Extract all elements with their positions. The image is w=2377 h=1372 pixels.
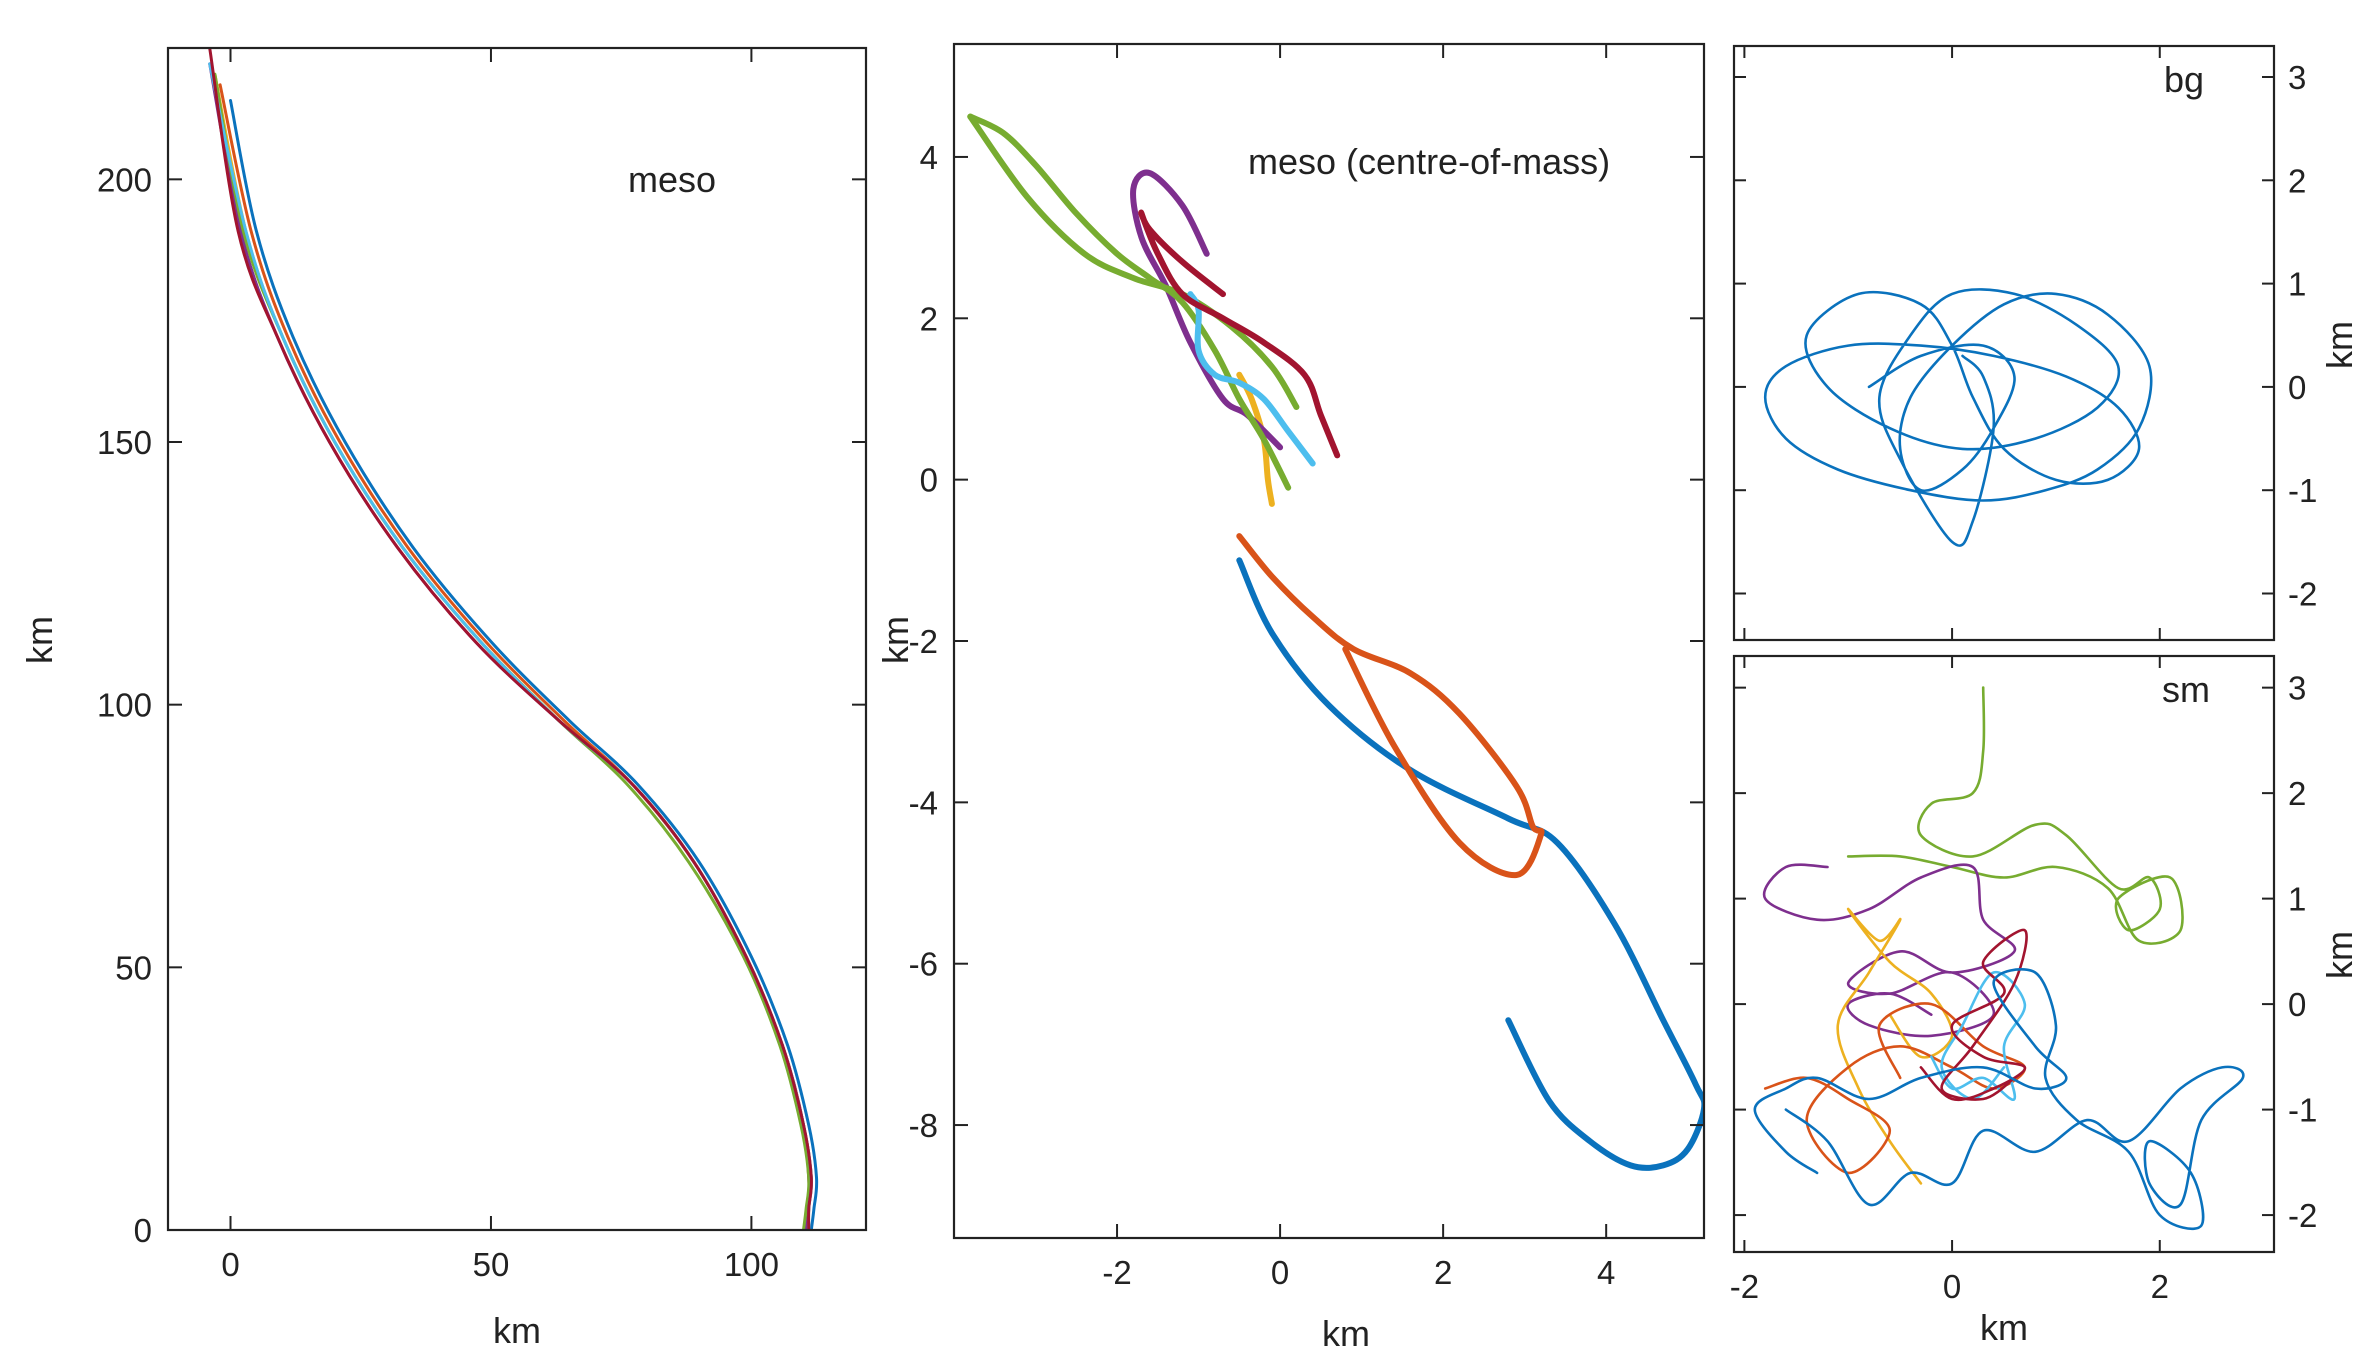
bg-axes-frame bbox=[1732, 44, 2276, 642]
meso-ytick-label: 50 bbox=[115, 949, 152, 986]
meso-com-ytick-label: 2 bbox=[920, 300, 938, 337]
bg-ylabel: km bbox=[2319, 321, 2360, 369]
sm-xtick-label: 2 bbox=[2151, 1268, 2169, 1305]
meso-ylabel: km bbox=[19, 616, 60, 664]
meso-com-xlabel: km bbox=[1322, 1313, 1370, 1354]
sm-ylabel: km bbox=[2319, 931, 2360, 979]
sm-ytick-label: 3 bbox=[2288, 670, 2306, 707]
bg-trajectories bbox=[1763, 288, 2153, 547]
meso-com-series-red bbox=[1138, 209, 1341, 459]
meso-axes-frame bbox=[166, 46, 868, 1232]
sm-xtick-label: 0 bbox=[1943, 1268, 1961, 1305]
meso-com-ytick-label: 4 bbox=[920, 139, 938, 176]
meso-com-series-green-2 bbox=[967, 113, 1300, 410]
meso-ytick-label: 150 bbox=[97, 424, 152, 461]
meso-series-orange bbox=[218, 83, 813, 1230]
sm-ytick-label: -1 bbox=[2288, 1092, 2317, 1129]
bg-ytick-label: 2 bbox=[2288, 162, 2306, 199]
panel-meso: 0 50 100 0 50 100 150 200 meso km km bbox=[19, 46, 868, 1351]
sm-series-yellow bbox=[1836, 907, 1954, 1185]
meso-com-ticks: -2 0 2 4 -8 -6 -4 -2 0 2 4 bbox=[909, 44, 1704, 1291]
bg-ticks: -2 -1 0 1 2 3 bbox=[1734, 46, 2317, 640]
sm-ticks: -2 0 2 -2 -1 0 1 2 3 bbox=[1730, 656, 2317, 1305]
bg-title: bg bbox=[2164, 59, 2204, 100]
sm-trajectories bbox=[1753, 686, 2245, 1230]
meso-series-cyan bbox=[208, 62, 813, 1230]
meso-com-series-cyan bbox=[1187, 291, 1316, 467]
meso-series-red bbox=[208, 48, 813, 1230]
meso-com-series-purple bbox=[1130, 169, 1284, 451]
meso-title: meso bbox=[628, 159, 716, 200]
meso-com-axes-frame bbox=[952, 42, 1706, 1240]
meso-com-xtick-label: -2 bbox=[1102, 1254, 1131, 1291]
meso-trajectories bbox=[208, 48, 819, 1230]
meso-xtick-label: 50 bbox=[473, 1246, 510, 1283]
meso-ytick-label: 200 bbox=[97, 161, 152, 198]
sm-series-green bbox=[1846, 686, 2184, 945]
meso-ticks: 0 50 100 0 50 100 150 200 bbox=[97, 48, 866, 1283]
meso-com-xtick-label: 2 bbox=[1434, 1254, 1452, 1291]
sm-axes-frame bbox=[1732, 654, 2276, 1254]
meso-series-green bbox=[213, 72, 811, 1230]
bg-ytick-label: 0 bbox=[2288, 369, 2306, 406]
meso-com-ytick-label: -8 bbox=[909, 1107, 938, 1144]
meso-com-series-blue bbox=[1236, 557, 1704, 1171]
meso-com-ytick-label: -4 bbox=[909, 784, 938, 821]
bg-ytick-label: 1 bbox=[2288, 266, 2306, 303]
sm-series-blue bbox=[1753, 968, 2245, 1230]
sm-ytick-label: 1 bbox=[2288, 881, 2306, 918]
meso-ytick-label: 100 bbox=[97, 687, 152, 724]
meso-ytick-label: 0 bbox=[134, 1212, 152, 1249]
meso-com-xtick-label: 4 bbox=[1597, 1254, 1615, 1291]
meso-com-series-green bbox=[967, 113, 1292, 491]
meso-series-purple bbox=[208, 62, 811, 1230]
meso-series-yellow bbox=[213, 72, 811, 1230]
sm-ytick-label: 2 bbox=[2288, 775, 2306, 812]
meso-xtick-label: 100 bbox=[724, 1246, 779, 1283]
sm-ytick-label: 0 bbox=[2288, 986, 2306, 1023]
meso-com-ytick-label: -6 bbox=[909, 946, 938, 983]
meso-xlabel: km bbox=[493, 1310, 541, 1351]
bg-ytick-label: 3 bbox=[2288, 59, 2306, 96]
bg-ytick-label: -2 bbox=[2288, 576, 2317, 613]
panel-sm: -2 0 2 -2 -1 0 1 2 3 sm km km bbox=[1730, 654, 2360, 1348]
meso-com-ylabel: km bbox=[875, 616, 916, 664]
sm-series-orange bbox=[1763, 1002, 2027, 1175]
sm-title: sm bbox=[2162, 669, 2210, 710]
sm-ytick-label: -2 bbox=[2288, 1197, 2317, 1234]
bg-ytick-label: -1 bbox=[2288, 472, 2317, 509]
meso-series-blue bbox=[229, 99, 819, 1230]
meso-com-trajectories bbox=[967, 113, 1704, 1171]
meso-com-ytick-label: -2 bbox=[909, 623, 938, 660]
bg-series-blue bbox=[1763, 288, 2153, 547]
meso-com-series-orange bbox=[1236, 533, 1545, 879]
meso-com-title: meso (centre-of-mass) bbox=[1248, 141, 1610, 182]
meso-com-ytick-label: 0 bbox=[920, 462, 938, 499]
panel-bg: -2 -1 0 1 2 3 bg km bbox=[1732, 44, 2360, 642]
sm-xtick-label: -2 bbox=[1730, 1268, 1759, 1305]
meso-xtick-label: 0 bbox=[221, 1246, 239, 1283]
panel-meso-com: -2 0 2 4 -8 -6 -4 -2 0 2 4 meso (centre-of-mass) k… bbox=[875, 42, 1706, 1354]
meso-com-xtick-label: 0 bbox=[1271, 1254, 1289, 1291]
sm-xlabel: km bbox=[1980, 1307, 2028, 1348]
